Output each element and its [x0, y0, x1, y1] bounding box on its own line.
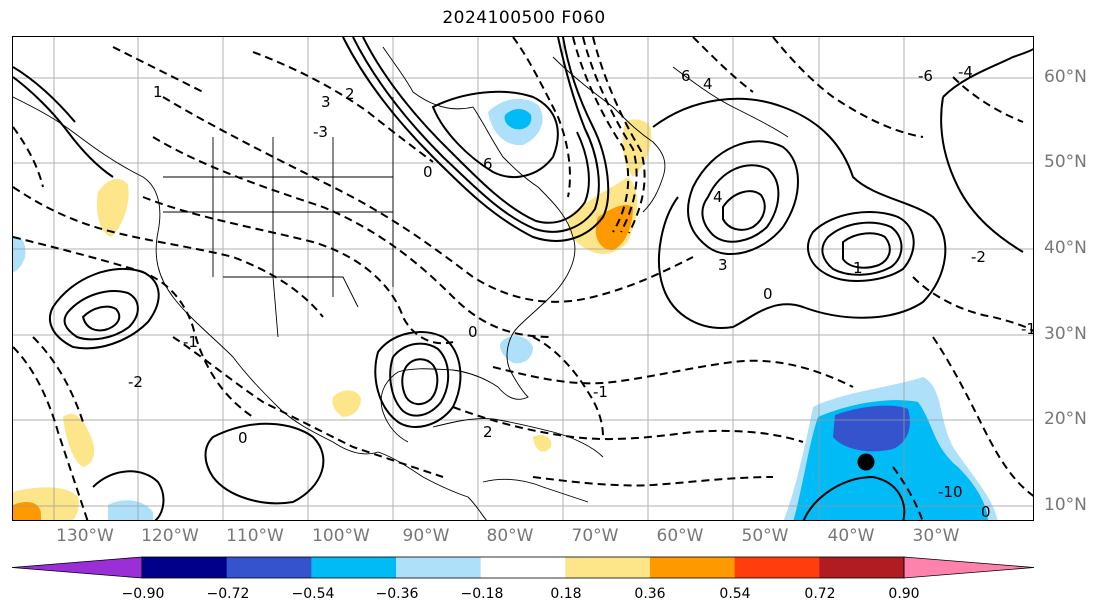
- contour-label: -2: [128, 373, 143, 391]
- contour-label: 6: [483, 155, 493, 173]
- lon-label: 120°W: [141, 526, 199, 546]
- lon-label: 50°W: [741, 526, 789, 546]
- contour-label: -3: [313, 123, 328, 141]
- colorbar-segment: [650, 557, 736, 578]
- colorbar-segment: [819, 557, 905, 578]
- lon-label: 70°W: [571, 526, 619, 546]
- lat-label: 20°N: [1044, 409, 1087, 429]
- colorbar-outline: [141, 556, 905, 579]
- contour-label: 0: [981, 503, 991, 521]
- shaded-fields: [13, 98, 998, 520]
- contour-label: 3: [321, 93, 331, 111]
- contour-label: 1: [153, 83, 163, 101]
- blue-field-pacific-south: [108, 500, 153, 520]
- graticule: [13, 37, 1033, 520]
- blue-field-pacific-west: [13, 236, 26, 272]
- colorbar-extend-min: [11, 556, 143, 579]
- colorbar-segment: [142, 557, 228, 578]
- colorbar-tick-label: −0.90: [121, 586, 165, 602]
- colorbar: [11, 556, 1035, 579]
- colorbar-segment: [311, 557, 397, 578]
- blue-field-florida: [500, 335, 533, 364]
- lon-label: 90°W: [402, 526, 450, 546]
- lon-label: 30°W: [912, 526, 960, 546]
- lat-label: 60°N: [1044, 67, 1087, 87]
- contour-label: -1: [1021, 320, 1034, 338]
- colorbar-tick-label: −0.36: [375, 586, 419, 602]
- lat-label: 40°N: [1044, 238, 1087, 258]
- lon-label: 80°W: [486, 526, 534, 546]
- yellow-field-mexico: [63, 413, 95, 467]
- contour-label: 2: [483, 423, 493, 441]
- contour-label: 1: [853, 259, 863, 277]
- colorbar-tick-label: 0.72: [804, 586, 836, 602]
- contour-label: -6: [918, 67, 933, 85]
- contour-label: -1: [593, 383, 608, 401]
- contour-labels: 6 4 3 2 1 0 0 -1 -2 -3 -6 -4 6 4 3 0 -1 …: [128, 63, 1034, 521]
- colorbar-tick-label: 0.18: [550, 586, 582, 602]
- map-plot-area[interactable]: 6 4 3 2 1 0 0 -1 -2 -3 -6 -4 6 4 3 0 -1 …: [12, 36, 1034, 521]
- colorbar-tick-label: −0.72: [206, 586, 250, 602]
- chart-title: 2024100500 F060: [442, 8, 606, 28]
- lat-label: 30°N: [1044, 324, 1087, 344]
- deep-blue-field-atlantic-south: [833, 405, 910, 452]
- contour-label: 6: [681, 67, 691, 85]
- yellow-field-gulf: [332, 390, 361, 417]
- colorbar-tick-label: −0.54: [291, 586, 335, 602]
- storm-center-marker[interactable]: [857, 453, 875, 471]
- lat-label: 10°N: [1044, 495, 1087, 515]
- lon-label: 60°W: [656, 526, 704, 546]
- contour-label: 3: [718, 256, 728, 274]
- contour-label: -4: [958, 63, 973, 81]
- orange-core-northeast: [595, 205, 633, 251]
- yellow-field-caribbean: [533, 435, 552, 452]
- colorbar-extend-max: [903, 556, 1035, 579]
- contour-label: -1: [183, 333, 198, 351]
- lon-label: 100°W: [312, 526, 370, 546]
- orange-field-southwest: [13, 502, 41, 520]
- dashed-contours: [13, 37, 1033, 520]
- colorbar-segment: [565, 557, 651, 578]
- lon-label: 130°W: [56, 526, 114, 546]
- contour-label: 0: [763, 285, 773, 303]
- colorbar-segment: [734, 557, 820, 578]
- lon-label: 40°W: [827, 526, 875, 546]
- contour-label: 4: [713, 188, 723, 206]
- colorbar-tick-label: 0.90: [888, 586, 920, 602]
- cyan-field-hudson: [504, 109, 532, 130]
- contour-label: -2: [971, 248, 986, 266]
- colorbar-tick-label: −0.18: [460, 586, 504, 602]
- contour-label: 4: [703, 75, 713, 93]
- contour-label: 2: [345, 85, 355, 103]
- contour-label: 0: [423, 163, 433, 181]
- colorbar-segment: [480, 557, 566, 578]
- map-canvas: 6 4 3 2 1 0 0 -1 -2 -3 -6 -4 6 4 3 0 -1 …: [13, 37, 1034, 521]
- contour-label: 0: [468, 323, 478, 341]
- lon-label: 110°W: [226, 526, 284, 546]
- colorbar-segment: [396, 557, 482, 578]
- colorbar-tick-label: 0.54: [719, 586, 751, 602]
- contour-label: -10: [938, 483, 963, 501]
- colorbar-segment: [226, 557, 312, 578]
- coastlines: [13, 46, 789, 520]
- yellow-field-west: [96, 178, 129, 237]
- colorbar-tick-label: 0.36: [634, 586, 666, 602]
- lat-label: 50°N: [1044, 152, 1087, 172]
- contour-label: 0: [238, 429, 248, 447]
- solid-contours: [13, 37, 1033, 520]
